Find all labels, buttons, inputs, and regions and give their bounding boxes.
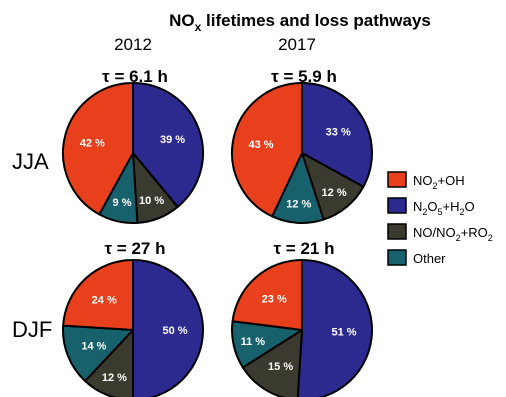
pie-jja-2012: 39 % 10 % 9 % 42 % [62, 82, 205, 224]
chart-title: NOx lifetimes and loss pathways [169, 11, 431, 34]
slice-no2-oh [231, 259, 303, 331]
lifetime-label-jja-2017: τ = 5.9 h [271, 67, 337, 86]
legend-label: NO/NO2+RO2 [413, 225, 493, 243]
slice-no2-oh [62, 259, 134, 331]
season-label-djf: DJF [12, 317, 52, 342]
slice-label-no-no2-ro2: 12 % [102, 372, 127, 384]
pie-jja-2017: 33 % 12 % 12 % 43 % [231, 82, 373, 224]
slice-n2o5-h2o [296, 259, 374, 397]
legend-item-no2-oh: NO2+OH [387, 171, 465, 191]
lifetime-label-djf-2017: τ = 21 h [274, 239, 335, 258]
pie-djf-2012: 50 % 12 % 14 % 24 % [62, 259, 204, 397]
slice-label-n2o5-h2o: 51 % [331, 326, 356, 338]
slice-n2o5-h2o [132, 82, 205, 208]
slice-label-other: 12 % [286, 198, 311, 210]
legend-item-no-no2-ro2: NO/NO2+RO2 [387, 223, 493, 243]
slice-label-no-no2-ro2: 12 % [322, 187, 347, 199]
slice-no2-oh [231, 82, 303, 218]
pie-djf-2017: 51 % 15 % 11 % 23 % [231, 259, 374, 397]
year-label-2012: 2012 [114, 35, 152, 54]
slice-no2-oh [62, 82, 134, 216]
slice-label-other: 11 % [241, 336, 266, 348]
legend-swatch [387, 197, 407, 214]
year-label-2017: 2017 [278, 35, 316, 54]
slice-label-n2o5-h2o: 50 % [162, 325, 187, 337]
slice-label-no2-oh: 43 % [248, 139, 273, 151]
legend-swatch [387, 171, 407, 188]
legend-swatch [387, 223, 407, 240]
legend: NO2+OH N2O5+H2O NO/NO2+RO2 Other [387, 171, 493, 266]
slice-label-no2-oh: 24 % [92, 294, 117, 306]
slice-no-no2-ro2 [241, 329, 303, 397]
slice-n2o5-h2o [301, 82, 373, 188]
legend-item-other: Other [387, 249, 446, 266]
lifetime-label-djf-2012: τ = 27 h [105, 239, 166, 258]
lifetime-label-jja-2012: τ = 6.1 h [102, 67, 168, 86]
slice-label-other: 14 % [81, 341, 106, 353]
slice-label-n2o5-h2o: 39 % [160, 134, 185, 146]
legend-item-n2o5-h2o: N2O5+H2O [387, 197, 475, 217]
slice-n2o5-h2o [132, 259, 204, 397]
slice-label-no-no2-ro2: 15 % [268, 361, 293, 373]
slice-label-no-no2-ro2: 10 % [139, 195, 164, 207]
slice-label-other: 9 % [113, 197, 132, 209]
legend-label: Other [413, 251, 446, 266]
legend-label: N2O5+H2O [413, 199, 475, 217]
legend-label: NO2+OH [413, 173, 465, 191]
slice-other [62, 324, 134, 383]
slice-label-n2o5-h2o: 33 % [326, 127, 351, 139]
season-label-jja: JJA [12, 149, 49, 174]
slice-label-no2-oh: 23 % [262, 294, 287, 306]
slice-label-no2-oh: 42 % [80, 138, 105, 150]
legend-swatch [387, 249, 407, 266]
